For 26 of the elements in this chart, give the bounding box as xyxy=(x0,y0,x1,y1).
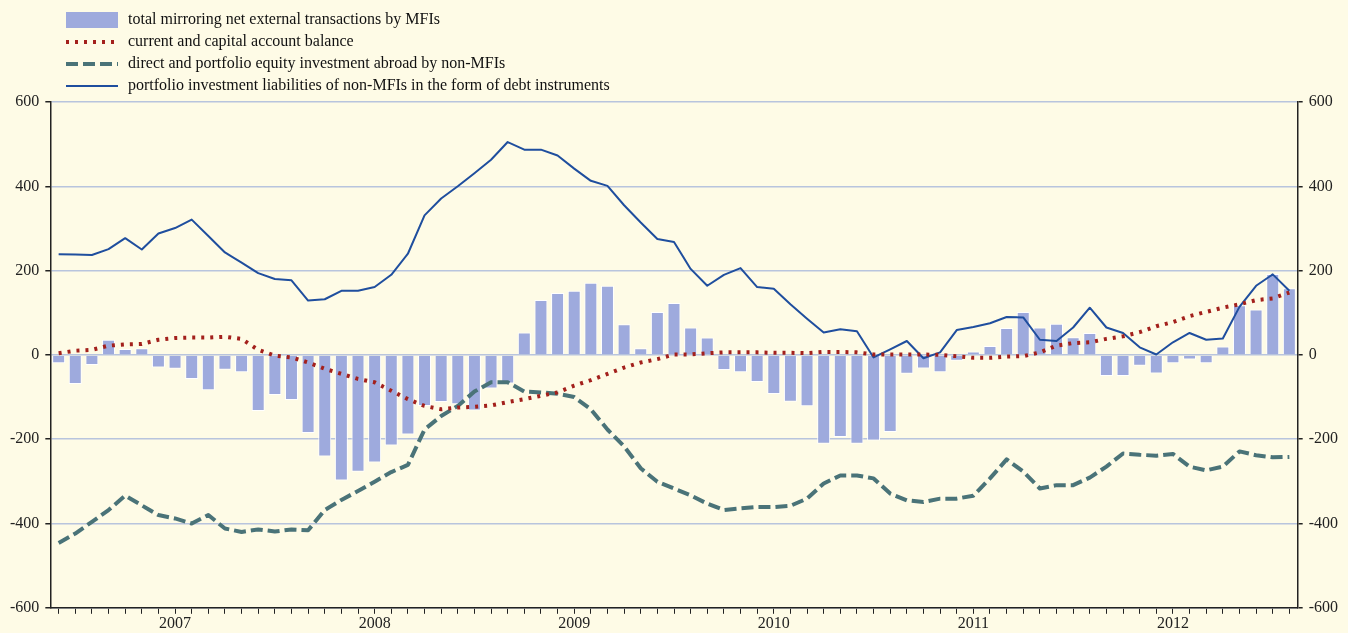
legend-label: total mirroring net external transactions by MFIs xyxy=(128,10,440,29)
y2-tick-label: 200 xyxy=(1308,260,1333,278)
y2-tick-label: -200 xyxy=(1308,429,1338,447)
y-tick-label: 600 xyxy=(15,92,40,110)
y-tick-label: 0 xyxy=(31,345,40,363)
x-tick-label: 2012 xyxy=(1156,613,1189,631)
y-tick-label: -200 xyxy=(10,429,40,447)
x-tick-label: 2008 xyxy=(358,613,391,631)
y2-tick-label: -400 xyxy=(1308,513,1338,531)
y-tick-label: -600 xyxy=(10,598,40,615)
y-tick-label: -400 xyxy=(10,513,40,531)
legend-label: current and capital account balance xyxy=(128,32,354,51)
y2-tick-label: -600 xyxy=(1308,598,1338,615)
legend-label: portfolio investment liabilities of non-MFIs in the form of debt instruments xyxy=(128,76,610,95)
y-tick-label: 400 xyxy=(15,176,40,194)
x-tick-label: 2009 xyxy=(558,613,591,631)
line-series xyxy=(56,290,1292,412)
y2-tick-label: 0 xyxy=(1308,345,1317,363)
y2-tick-label: 400 xyxy=(1308,176,1333,194)
line-series xyxy=(56,380,1292,545)
x-tick-label: 2011 xyxy=(957,613,990,631)
x-tick-label: 2007 xyxy=(159,613,192,631)
y-tick-label: 200 xyxy=(15,260,40,278)
y2-tick-label: 600 xyxy=(1308,92,1333,110)
legend-label: direct and portfolio equity investment abroad by non-MFIs xyxy=(128,54,506,73)
x-tick-label: 2010 xyxy=(757,613,790,631)
